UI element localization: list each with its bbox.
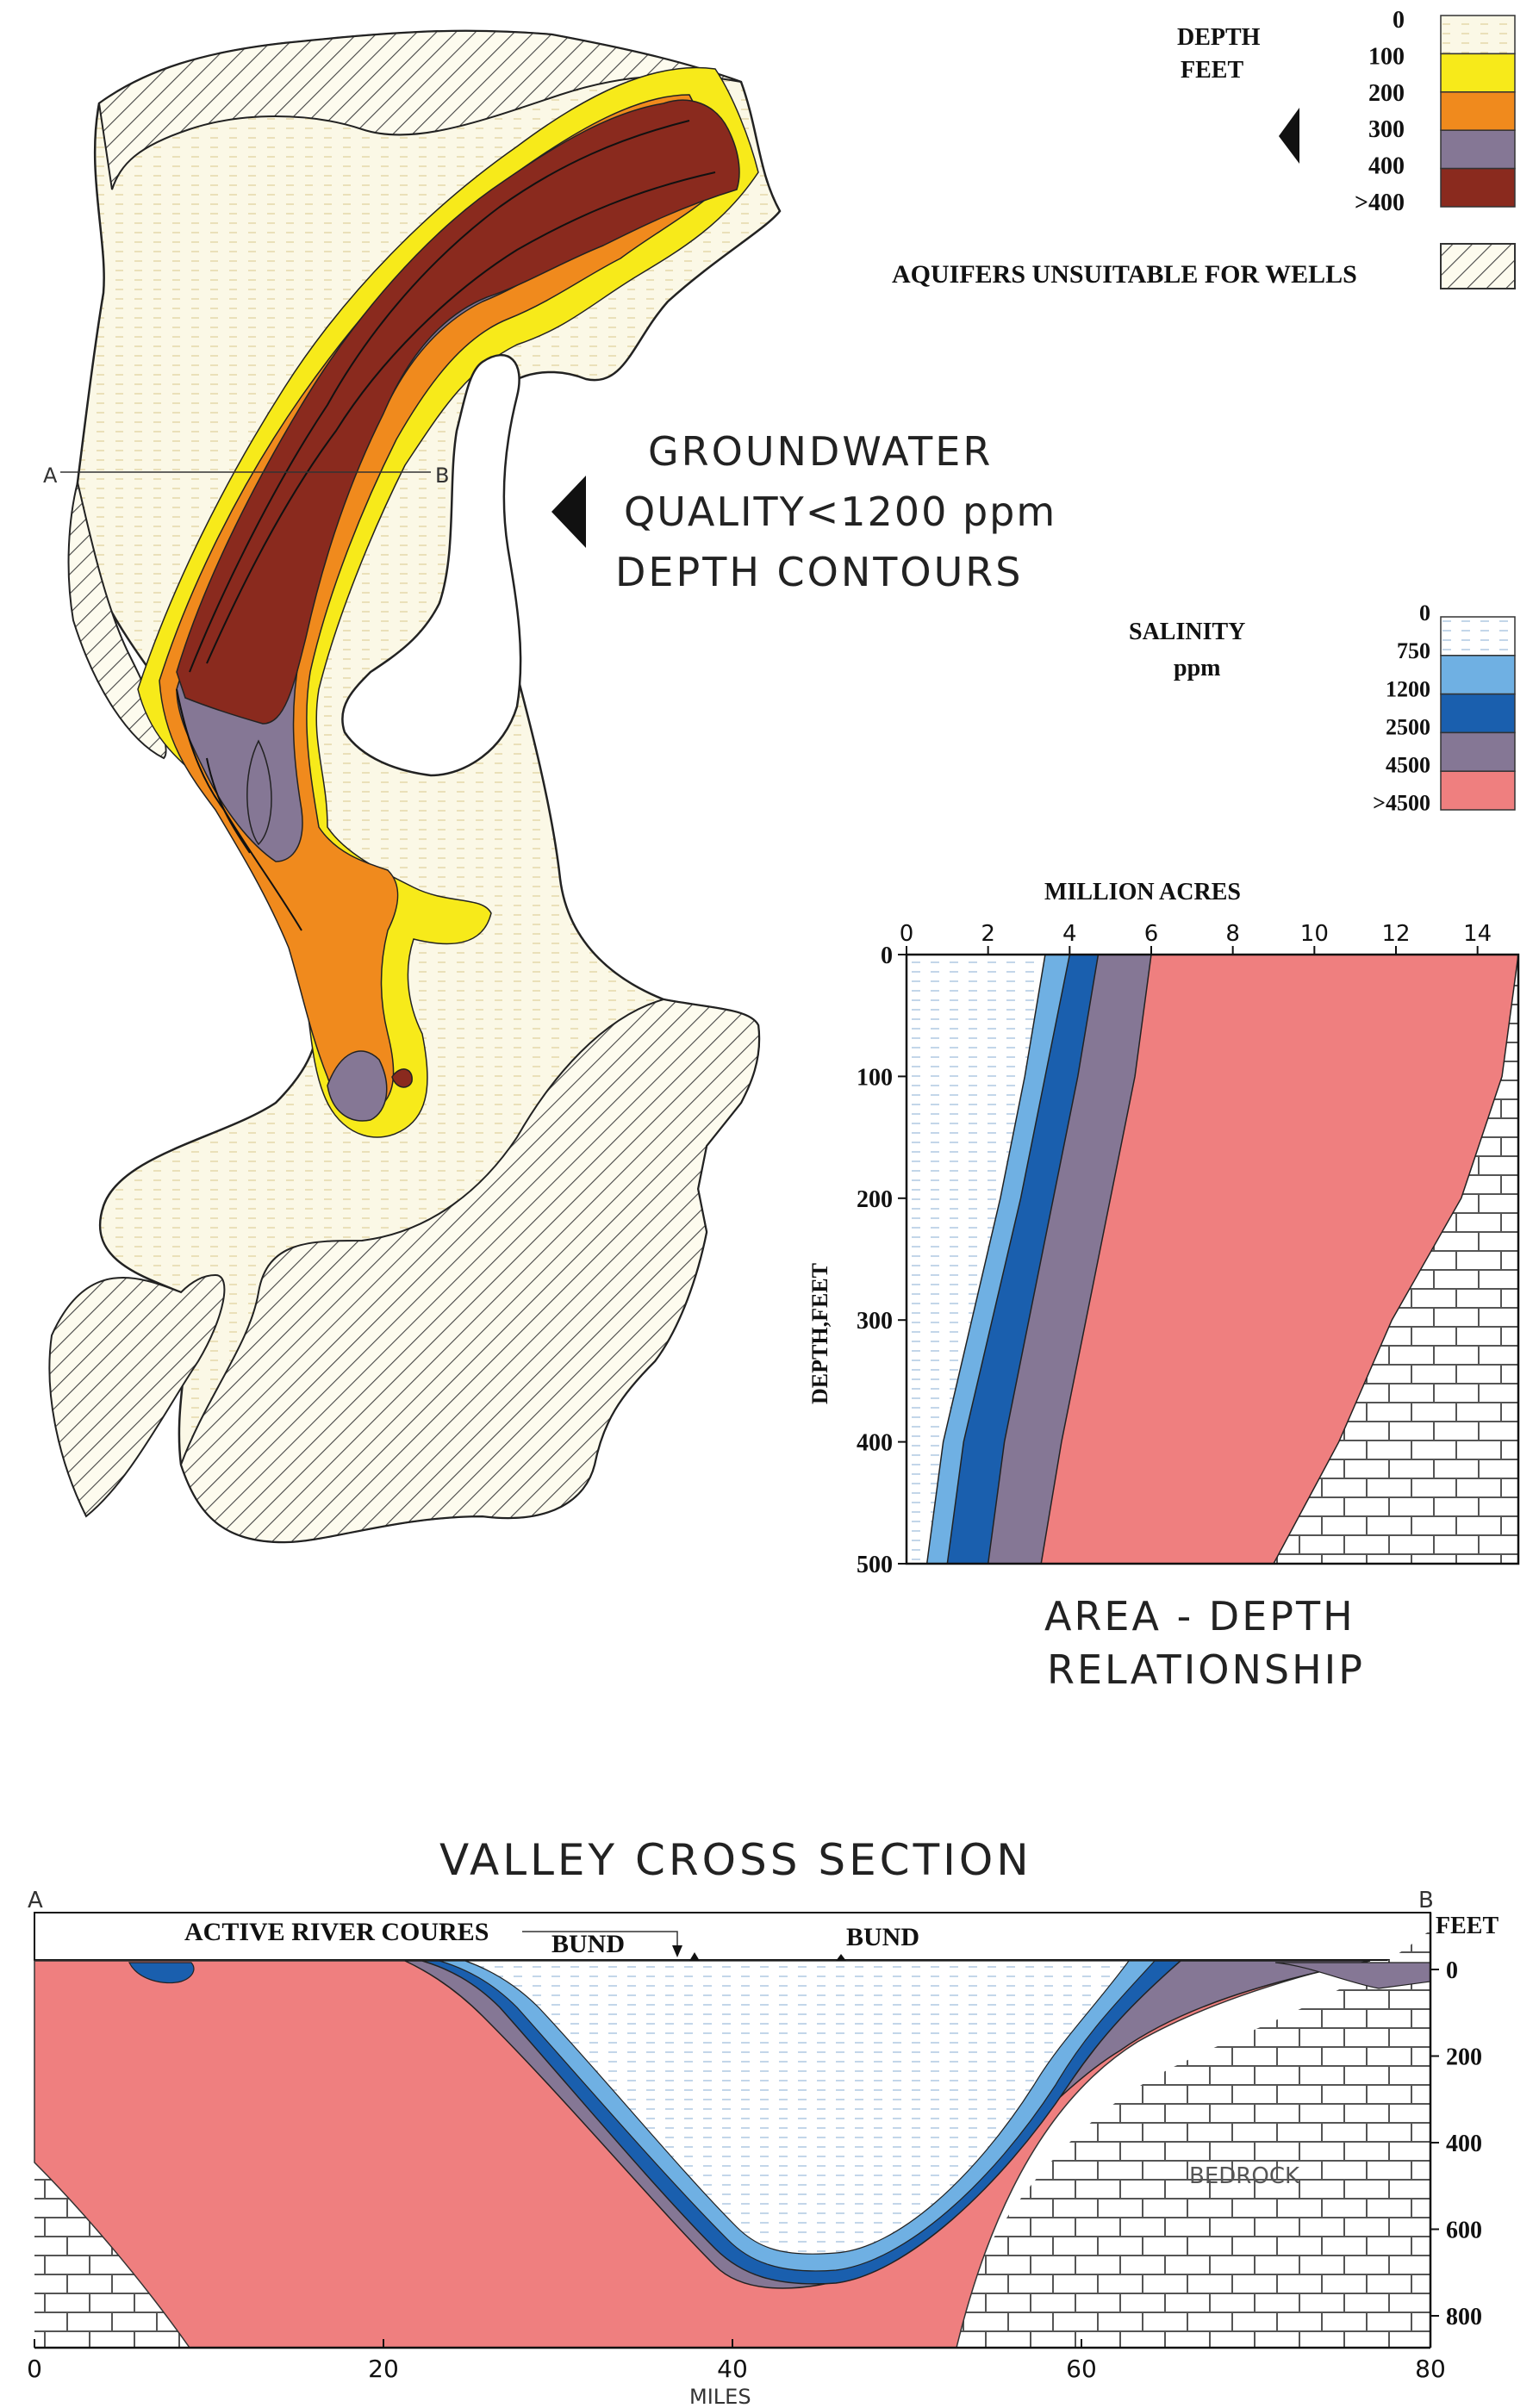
salinity-legend-label: >4500 <box>1373 791 1430 816</box>
x-tick-label: 6 <box>1144 921 1159 947</box>
depth-legend-label: 100 <box>1368 43 1405 70</box>
x-axis-title: MILLION ACRES <box>1044 879 1241 905</box>
bund-label-1: BUND <box>551 1930 625 1958</box>
y-tick-label: 100 <box>857 1064 893 1091</box>
y-tick-label: 300 <box>857 1308 893 1335</box>
valley-cross-section: VALLEY CROSS SECTION A B FEET ACTIVE RIV… <box>27 1835 1498 2408</box>
area-depth-caption-line-2: RELATIONSHIP <box>1047 1646 1365 1693</box>
miles-axis-title: MILES <box>689 2385 751 2408</box>
river-arrow-icon <box>672 1945 682 1957</box>
depth-tick-label: 400 <box>1446 2131 1482 2157</box>
cross-section-start-label: A <box>28 1888 43 1913</box>
bedrock-label: BEDROCK <box>1189 2163 1300 2189</box>
fresh-lens-left <box>128 1962 195 1984</box>
map-title-line-1: GROUNDWATER <box>648 428 993 475</box>
x-tick-label: 8 <box>1225 921 1240 947</box>
cross-section-title: VALLEY CROSS SECTION <box>439 1835 1032 1885</box>
depth-legend: DEPTH FEET 0 100 200 300 400 >400 <box>1177 7 1516 216</box>
depth-legend-label: 300 <box>1368 116 1405 143</box>
depth-tick-label: 600 <box>1446 2218 1482 2244</box>
salinity-legend-swatch <box>1440 616 1516 656</box>
area-depth-caption-line-1: AREA - DEPTH <box>1044 1593 1355 1640</box>
salinity-legend-swatch <box>1440 693 1516 734</box>
y-tick-label: 0 <box>881 943 893 969</box>
map-title: GROUNDWATER QUALITY<1200 ppm DEPTH CONTO… <box>551 428 1056 595</box>
x-tick-label: 0 <box>900 921 914 947</box>
depth-legend-swatch <box>1440 53 1516 93</box>
river-leader-line <box>522 1931 678 1947</box>
bedrock-right <box>948 1930 1430 2348</box>
salinity-legend-label: 4500 <box>1386 753 1430 778</box>
salinity-legend-label: 750 <box>1397 638 1430 663</box>
salinity-legend-label: 2500 <box>1386 714 1430 739</box>
depth-legend-title-line-2: FEET <box>1181 57 1243 84</box>
cross-section-end-label: B <box>1418 1888 1434 1913</box>
map-central-island <box>341 353 522 777</box>
mile-tick-label: 0 <box>27 2355 42 2383</box>
depth-legend-title-line-1: DEPTH <box>1177 24 1261 51</box>
mile-tick-label: 20 <box>368 2355 399 2383</box>
depth-legend-swatch <box>1440 167 1516 208</box>
river-label: ACTIVE RIVER COURES <box>184 1918 489 1946</box>
unsuitable-legend: AQUIFERS UNSUITABLE FOR WELLS <box>892 243 1516 289</box>
y-tick-label: 500 <box>857 1552 893 1578</box>
fresh-lens-right <box>1274 1962 1431 1989</box>
cross-section-annotations: ACTIVE RIVER COURES BUND BUND BEDROCK <box>184 1918 1300 2189</box>
depth-legend-label: 400 <box>1368 153 1405 180</box>
depth-legend-label: 0 <box>1393 7 1405 34</box>
x-tick-label: 14 <box>1463 921 1492 947</box>
unsuitable-legend-label: AQUIFERS UNSUITABLE FOR WELLS <box>892 260 1357 289</box>
depth-legend-pointer-icon <box>1279 108 1299 164</box>
salinity-legend-swatch <box>1440 655 1516 695</box>
depth-legend-label: >400 <box>1355 190 1405 216</box>
salinity-legend: SALINITY ppm 0 750 1200 2500 4500 >4500 <box>1129 600 1516 816</box>
mile-tick-label: 60 <box>1066 2355 1097 2383</box>
map-depth-bands <box>137 66 759 1138</box>
mile-tick-label: 80 <box>1415 2355 1446 2383</box>
depth-tick-label: 0 <box>1446 1957 1458 1984</box>
groundwater-map: A B <box>43 29 782 1544</box>
plot-frame <box>905 953 1520 1565</box>
map-title-line-2: QUALITY<1200 ppm <box>624 488 1056 535</box>
section-line-end-label: B <box>435 464 449 488</box>
feet-axis-title: FEET <box>1436 1913 1498 1939</box>
depth-legend-swatch <box>1440 129 1516 170</box>
depth-legend-swatch <box>1440 15 1516 55</box>
x-tick-label: 12 <box>1381 921 1410 947</box>
y-tick-label: 200 <box>857 1186 893 1213</box>
bedrock-left <box>34 2162 190 2348</box>
bund-label-2: BUND <box>846 1923 919 1951</box>
salinity-legend-swatch <box>1440 731 1516 772</box>
unsuitable-legend-swatch <box>1440 243 1516 289</box>
x-tick-label: 2 <box>981 921 995 947</box>
cross-section-layers <box>34 1912 1431 2349</box>
section-line-start-label: A <box>43 464 58 488</box>
depth-tick-label: 200 <box>1446 2044 1482 2071</box>
bund-marker-2-icon <box>836 1954 846 1961</box>
map-contour-lines <box>176 120 716 931</box>
x-tick-label: 4 <box>1062 921 1077 947</box>
mile-tick-label: 40 <box>717 2355 748 2383</box>
area-depth-chart: MILLION ACRES DEPTH,FEET 0 2 4 6 8 10 12 14 0 100… <box>807 879 1520 1693</box>
section-line-ab: A B <box>43 464 449 488</box>
salinity-legend-label: 1200 <box>1386 676 1430 701</box>
map-hatched-regions <box>48 29 760 1544</box>
salinity-legend-swatch <box>1440 770 1516 811</box>
left-pointer-icon <box>551 476 586 548</box>
salinity-area-fresh <box>907 955 1038 1564</box>
map-title-line-3: DEPTH CONTOURS <box>615 549 1023 595</box>
depth-legend-label: 200 <box>1368 80 1405 107</box>
salinity-legend-title-line-2: ppm <box>1174 655 1220 681</box>
bund-marker-1-icon <box>689 1952 700 1961</box>
y-axis-title: DEPTH,FEET <box>807 1263 832 1404</box>
depth-tick-label: 800 <box>1446 2304 1482 2330</box>
salinity-legend-title-line-1: SALINITY <box>1129 619 1245 645</box>
y-tick-label: 400 <box>857 1430 893 1457</box>
x-tick-label: 10 <box>1300 921 1329 947</box>
salinity-legend-label: 0 <box>1419 600 1430 625</box>
layer-750 <box>464 1960 1131 2255</box>
depth-legend-swatch <box>1440 91 1516 131</box>
